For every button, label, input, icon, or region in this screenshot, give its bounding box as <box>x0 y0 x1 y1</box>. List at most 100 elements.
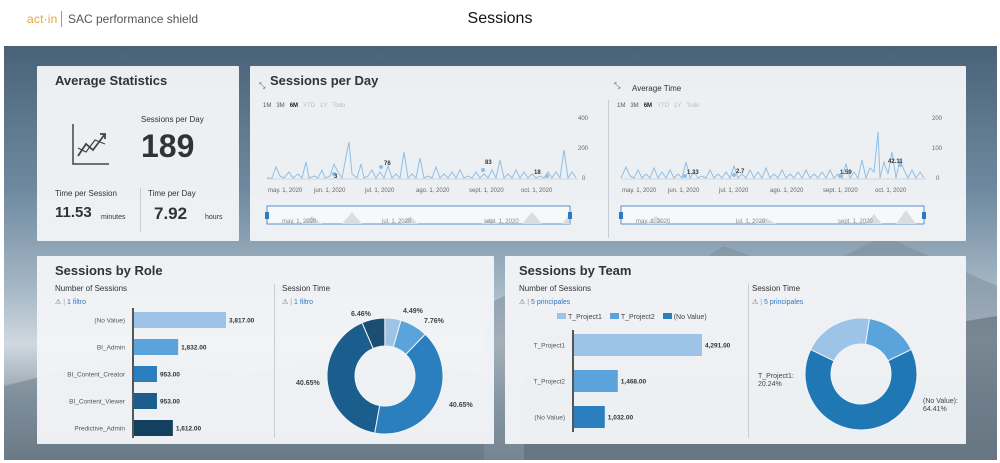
bar-value-label: 953.00 <box>160 372 180 379</box>
time-per-session-unit: minutes <box>101 214 126 221</box>
annotation-r2: 2.7 <box>736 169 745 175</box>
team-donut-filter[interactable]: ⚠ | 5 principales <box>752 299 804 306</box>
role-bar-filter[interactable]: ⚠ | 1 filtro <box>55 299 87 306</box>
x-tick-r-jun: jun. 1, 2020 <box>667 188 700 194</box>
sessions-by-team-card: Sessions by Team Number of Sessions ⚠ | … <box>505 256 966 444</box>
bar-category-label: T_Project1 <box>534 343 566 350</box>
team-donut-chart <box>805 318 918 431</box>
navigator-handle-left[interactable] <box>265 212 269 219</box>
legend-item-novalue[interactable]: (No Value) <box>662 313 707 321</box>
annotation-1: 3 <box>334 174 338 180</box>
time-per-day-label: Time per Day <box>148 189 196 198</box>
range-selector-left: 1M 3M 6M YTD 1Y Todo <box>263 103 345 109</box>
point-annotation-r1 <box>683 174 687 178</box>
role-donut-label-3: 7.76% <box>424 318 444 325</box>
sessions-per-day-card: ⤡ Sessions per Day ⤡ Average Time 1M 3M … <box>250 66 966 241</box>
donut-slice[interactable] <box>374 333 444 435</box>
bar[interactable] <box>134 312 226 328</box>
page-title: Sessions <box>467 10 533 27</box>
nav-tick-r-sept: sept. 1, 2020 <box>838 219 873 225</box>
bar-value-label: 1,832.00 <box>181 345 207 352</box>
legend-swatch-novalue <box>662 313 672 319</box>
role-bar-filter-label[interactable]: 1 filtro <box>67 299 87 306</box>
team-legend: T_Project1 T_Project2 (No Value) <box>557 313 707 321</box>
sessions-by-role-card: Sessions by Role Number of Sessions ⚠ | … <box>37 256 494 444</box>
bar-value-label: 1,032.00 <box>608 415 634 422</box>
role-donut-filter[interactable]: ⚠ | 1 filtro <box>282 299 314 306</box>
sessions-by-team-title: Sessions by Team <box>519 263 632 278</box>
average-statistics-card: Average Statistics Sessions per Day 189 … <box>37 66 239 241</box>
range-ytd-button-right[interactable]: YTD <box>657 103 670 109</box>
role-donut-label-1: 6.46% <box>351 311 371 318</box>
team-bar-filter[interactable]: ⚠ | 5 principales <box>519 299 571 306</box>
sessions-per-day-title: Sessions per Day <box>270 73 379 88</box>
sessions-per-day-label: Sessions per Day <box>141 115 204 124</box>
x-tick-r-jul: jul. 1, 2020 <box>718 188 749 194</box>
x-tick-r-may: may. 1, 2020 <box>622 188 657 194</box>
range-1y-button-right[interactable]: 1Y <box>674 103 682 109</box>
annotation-r4: 42.11 <box>888 159 903 165</box>
y-tick-400: 400 <box>578 116 589 122</box>
team-donut-label-2b: 64.41% <box>923 406 947 413</box>
y-tick-r200: 200 <box>932 116 943 122</box>
top-bar: act·in SAC performance shield Sessions <box>0 0 1000 44</box>
range-1m-button-right[interactable]: 1M <box>617 103 626 109</box>
range-3m-button-right[interactable]: 3M <box>630 103 639 109</box>
range-ytd-button[interactable]: YTD <box>303 103 316 109</box>
bar[interactable] <box>574 334 702 356</box>
x-tick-may: may. 1, 2020 <box>268 188 303 194</box>
team-bar-chart: T_Project1 4,291.00 T_Project2 1,468.00 (No … <box>534 330 731 432</box>
range-1m-button[interactable]: 1M <box>263 103 272 109</box>
team-donut-filter-label[interactable]: 5 principales <box>764 299 804 306</box>
point-annotation-r4 <box>898 163 902 167</box>
x-tick-r-oct: oct. 1, 2020 <box>875 188 907 194</box>
product-name: SAC performance shield <box>68 12 199 26</box>
range-6m-button-right[interactable]: 6M <box>643 103 653 109</box>
x-tick-jun: jun. 1, 2020 <box>313 188 346 194</box>
point-annotation-1 <box>332 172 336 176</box>
x-tick-sept: sept. 1, 2020 <box>469 188 504 194</box>
annotation-3: 83 <box>485 160 492 166</box>
navigator-handle-left-right[interactable] <box>619 212 623 219</box>
role-donut-chart <box>327 318 444 435</box>
team-donut-label-2a: (No Value): <box>923 398 958 405</box>
range-all-button[interactable]: Todo <box>332 103 346 109</box>
team-donut-subtitle: Session Time <box>752 284 801 293</box>
bar-category-label: BI_Content_Creator <box>67 372 126 379</box>
bar[interactable] <box>134 366 157 382</box>
collapse-arrows-icon-right[interactable]: ⤡ <box>614 81 621 90</box>
bar-value-label: 1,612.00 <box>176 426 202 433</box>
role-donut-filter-label[interactable]: 1 filtro <box>294 299 314 306</box>
navigator-handle-right[interactable] <box>568 212 572 219</box>
nav-tick-r-may: may. 1, 2020 <box>636 219 671 225</box>
donut-slice[interactable] <box>805 348 918 431</box>
legend-item-project1[interactable]: T_Project1 <box>557 313 602 321</box>
bar-value-label: 953.00 <box>160 399 180 406</box>
donut-slice[interactable] <box>327 322 381 434</box>
time-per-session-label: Time per Session <box>55 189 117 198</box>
warning-icon-3: ⚠ <box>519 299 526 306</box>
range-all-button-right[interactable]: Todo <box>686 103 700 109</box>
warning-icon: ⚠ <box>55 299 62 306</box>
bar[interactable] <box>574 406 605 428</box>
sessions-line <box>267 141 577 180</box>
annotation-r1: 1.33 <box>687 170 699 176</box>
role-donut-label-4: 40.65% <box>296 380 320 387</box>
team-divider <box>748 284 749 438</box>
bar-category-label: BI_Content_Viewer <box>69 399 126 406</box>
range-6m-button[interactable]: 6M <box>289 103 299 109</box>
role-donut-subtitle: Session Time <box>282 284 331 293</box>
bar[interactable] <box>134 339 179 355</box>
navigator-handle-right-right[interactable] <box>922 212 926 219</box>
bar[interactable] <box>574 370 618 392</box>
bar-category-label: Predictive_Admin <box>74 426 125 433</box>
collapse-arrows-icon[interactable]: ⤡ <box>259 81 266 90</box>
range-1y-button[interactable]: 1Y <box>320 103 328 109</box>
range-3m-button[interactable]: 3M <box>276 103 285 109</box>
legend-item-project2[interactable]: T_Project2 <box>609 313 655 321</box>
bar[interactable] <box>134 420 173 436</box>
role-donut-label-2: 4.49% <box>403 308 423 315</box>
bar[interactable] <box>134 393 157 409</box>
y-tick-r100: 100 <box>932 146 943 152</box>
team-bar-filter-label[interactable]: 5 principales <box>531 299 571 306</box>
